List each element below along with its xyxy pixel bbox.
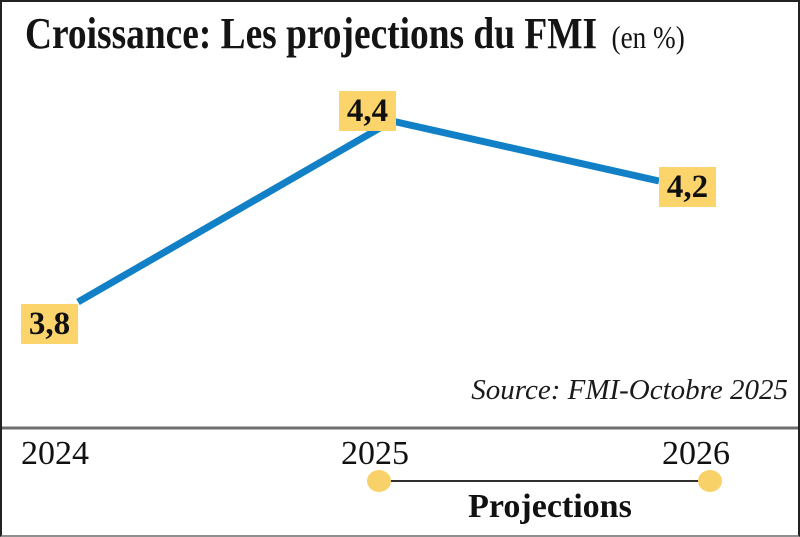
x-axis-label-2024: 2024 bbox=[21, 435, 89, 472]
x-axis-label-2025: 2025 bbox=[341, 435, 409, 472]
data-point-label-2026: 4,2 bbox=[659, 167, 716, 207]
source-note: Source: FMI-Octobre 2025 bbox=[471, 374, 788, 406]
chart-title-unit: (en %) bbox=[611, 19, 685, 55]
growth-line bbox=[76, 117, 660, 306]
projection-dot-2025 bbox=[367, 470, 391, 492]
projections-label: Projections bbox=[468, 488, 632, 525]
chart-title-text: Croissance: Les projections du FMI bbox=[25, 9, 598, 58]
chart-title: Croissance: Les projections du FMI (en %… bbox=[25, 12, 685, 56]
projection-dot-2026 bbox=[698, 470, 722, 492]
x-axis-label-2026: 2026 bbox=[662, 435, 730, 472]
data-point-label-2025: 4,4 bbox=[339, 91, 396, 131]
data-point-label-2024: 3,8 bbox=[21, 304, 78, 344]
